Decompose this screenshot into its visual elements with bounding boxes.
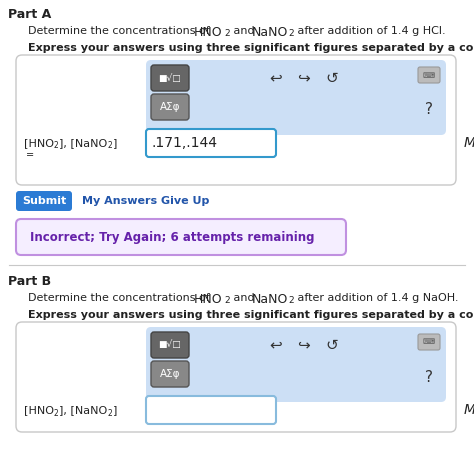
Text: ■√□: ■√□ <box>159 340 182 349</box>
Text: 2: 2 <box>54 142 59 151</box>
FancyBboxPatch shape <box>151 361 189 387</box>
Text: 2: 2 <box>108 409 113 418</box>
FancyBboxPatch shape <box>146 60 446 135</box>
Text: ↺: ↺ <box>326 338 338 353</box>
Text: ↩: ↩ <box>270 338 283 353</box>
Text: after addition of 1.4 g HCl.: after addition of 1.4 g HCl. <box>294 26 446 36</box>
FancyBboxPatch shape <box>146 327 446 402</box>
Text: M: M <box>464 403 474 417</box>
Text: Submit: Submit <box>22 196 66 206</box>
FancyBboxPatch shape <box>16 322 456 432</box>
Text: 2: 2 <box>54 409 59 418</box>
Text: after addition of 1.4 g NaOH.: after addition of 1.4 g NaOH. <box>294 293 458 303</box>
FancyBboxPatch shape <box>16 55 456 185</box>
Text: AΣφ: AΣφ <box>160 369 180 379</box>
Text: Give Up: Give Up <box>161 196 210 206</box>
Text: [HNO: [HNO <box>24 405 54 415</box>
Text: [HNO: [HNO <box>24 138 54 148</box>
Text: ↺: ↺ <box>326 71 338 86</box>
FancyBboxPatch shape <box>146 396 276 424</box>
Text: NaNO: NaNO <box>252 26 288 39</box>
Text: 2: 2 <box>224 296 229 305</box>
Text: ?: ? <box>425 102 433 117</box>
Text: Determine the concentrations of: Determine the concentrations of <box>28 293 213 303</box>
Text: Incorrect; Try Again; 6 attempts remaining: Incorrect; Try Again; 6 attempts remaini… <box>30 231 315 243</box>
Text: M: M <box>464 136 474 150</box>
Text: Part B: Part B <box>8 275 51 288</box>
FancyBboxPatch shape <box>151 94 189 120</box>
Text: My Answers: My Answers <box>82 196 157 206</box>
FancyBboxPatch shape <box>146 129 276 157</box>
Text: .171,.144: .171,.144 <box>152 136 218 150</box>
FancyBboxPatch shape <box>16 219 346 255</box>
Text: ]: ] <box>113 405 118 415</box>
Text: 2: 2 <box>224 29 229 38</box>
Text: 2: 2 <box>288 29 293 38</box>
Text: ↩: ↩ <box>270 71 283 86</box>
Text: NaNO: NaNO <box>252 293 288 306</box>
FancyBboxPatch shape <box>418 334 440 350</box>
Text: ↪: ↪ <box>298 71 310 86</box>
Text: ■√□: ■√□ <box>159 74 182 82</box>
Text: AΣφ: AΣφ <box>160 102 180 112</box>
Text: ], [NaNO: ], [NaNO <box>59 138 107 148</box>
Text: 2: 2 <box>108 142 113 151</box>
Text: ⌨: ⌨ <box>423 71 435 80</box>
Text: HNO: HNO <box>194 26 223 39</box>
FancyBboxPatch shape <box>16 191 72 211</box>
FancyBboxPatch shape <box>418 67 440 83</box>
Text: ↪: ↪ <box>298 338 310 353</box>
Text: 2: 2 <box>288 296 293 305</box>
Text: ⌨: ⌨ <box>423 338 435 347</box>
Text: Determine the concentrations of: Determine the concentrations of <box>28 26 213 36</box>
Text: and: and <box>230 26 258 36</box>
Text: ], [NaNO: ], [NaNO <box>59 405 107 415</box>
FancyBboxPatch shape <box>151 65 189 91</box>
FancyBboxPatch shape <box>151 332 189 358</box>
Text: =: = <box>26 150 34 160</box>
Text: HNO: HNO <box>194 293 223 306</box>
Text: Part A: Part A <box>8 8 51 21</box>
Text: and: and <box>230 293 258 303</box>
Text: ]: ] <box>113 138 118 148</box>
Text: Express your answers using three significant figures separated by a comma.: Express your answers using three signifi… <box>28 43 474 53</box>
Text: ?: ? <box>425 369 433 384</box>
Text: Express your answers using three significant figures separated by a comma.: Express your answers using three signifi… <box>28 310 474 320</box>
